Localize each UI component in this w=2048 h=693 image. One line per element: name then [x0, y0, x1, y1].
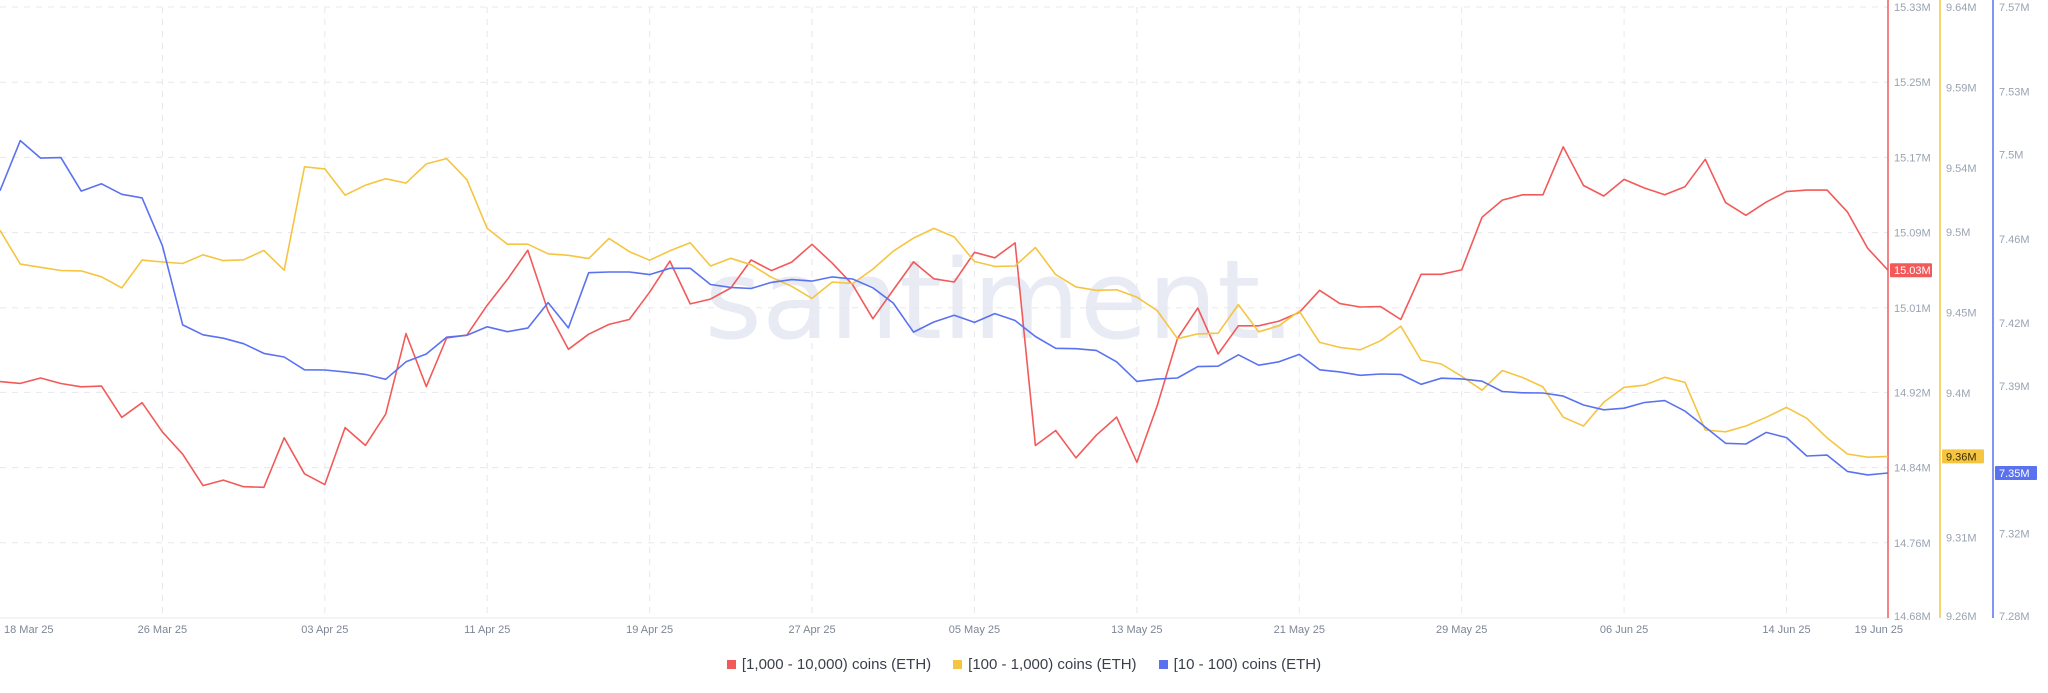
series-lines	[0, 139, 1889, 489]
last-value-badge-bg	[1942, 449, 1984, 464]
y-tick-label: 9.26M	[1946, 611, 1977, 623]
x-tick-label: 29 May 25	[1436, 624, 1487, 636]
y-tick-label: 9.59M	[1946, 82, 1977, 94]
legend-swatch-blue	[1158, 660, 1168, 669]
legend-label: [1,000 - 10,000) coins (ETH)	[741, 656, 932, 673]
x-tick-label: 13 May 25	[1111, 624, 1162, 636]
y-tick-label: 14.68M	[1894, 611, 1931, 623]
legend-swatch-yellow	[953, 660, 963, 669]
y-tick-label: 7.53M	[1999, 86, 2030, 98]
series-line-0	[0, 146, 1889, 489]
x-tick-label: 05 May 25	[949, 624, 1000, 636]
y-tick-label: 14.76M	[1894, 538, 1931, 550]
y-tick-label: 7.28M	[1999, 611, 2030, 623]
x-tick-label: 19 Jun 25	[1855, 624, 1903, 636]
legend-item-100-1000[interactable]: [100 - 1,000) coins (ETH)	[953, 656, 1137, 673]
x-tick-label: 27 Apr 25	[788, 624, 835, 636]
y-tick-label: 14.92M	[1894, 387, 1931, 399]
y-tick-label: 15.25M	[1894, 77, 1931, 89]
x-axis: 18 Mar 25 26 Mar 25 03 Apr 25 11 Apr 25 19 A…	[4, 624, 1903, 636]
y-tick-label: 7.39M	[1999, 381, 2030, 393]
x-tick-label: 06 Jun 25	[1600, 624, 1648, 636]
series-line-1	[0, 157, 1889, 459]
y-tick-label: 15.01M	[1894, 303, 1931, 315]
y-tick-label: 9.64M	[1946, 2, 1977, 14]
x-tick-label: 19 Apr 25	[626, 624, 673, 636]
y-axes: 14.68M 14.76M 14.84M 14.92M 15.01M 15.09M 15.1…	[1887, 0, 2030, 623]
legend-item-10-100[interactable]: [10 - 100) coins (ETH)	[1158, 656, 1322, 673]
santiment-watermark: santiment.	[705, 236, 1296, 364]
y-tick-label: 7.5M	[1999, 149, 2023, 161]
x-tick-label: 21 May 25	[1274, 624, 1325, 636]
last-value-badge-label: 9.36M	[1946, 451, 1977, 463]
y-tick-label: 7.42M	[1999, 318, 2030, 330]
y-tick-label: 9.5M	[1946, 227, 1970, 239]
y-tick-label: 9.31M	[1946, 533, 1977, 545]
last-value-badge-bg	[1890, 263, 1932, 278]
x-tick-label: 18 Mar 25	[4, 624, 54, 636]
legend: [1,000 - 10,000) coins (ETH) [100 - 1,00…	[0, 656, 2048, 673]
y-tick-label: 7.32M	[1999, 529, 2030, 541]
x-tick-label: 26 Mar 25	[138, 624, 188, 636]
x-tick-label: 14 Jun 25	[1762, 624, 1810, 636]
legend-item-1000-10000[interactable]: [1,000 - 10,000) coins (ETH)	[726, 656, 932, 673]
y-tick-label: 7.57M	[1999, 2, 2030, 14]
y-tick-label: 14.84M	[1894, 463, 1931, 475]
legend-swatch-red	[726, 660, 736, 669]
y-tick-label: 7.46M	[1999, 234, 2030, 246]
legend-label: [10 - 100) coins (ETH)	[1173, 656, 1322, 673]
series-line-2	[0, 139, 1889, 476]
y-tick-label: 15.09M	[1894, 228, 1931, 240]
y-tick-label: 9.45M	[1946, 308, 1977, 320]
last-value-badge-label: 7.35M	[1999, 468, 2030, 480]
last-value-badge-label: 15.03M	[1894, 265, 1931, 277]
y-tick-label: 15.33M	[1894, 2, 1931, 14]
legend-label: [100 - 1,000) coins (ETH)	[968, 656, 1137, 673]
y-tick-label: 9.54M	[1946, 163, 1977, 175]
y-tick-label: 15.17M	[1894, 152, 1931, 164]
y-tick-label: 9.4M	[1946, 388, 1970, 400]
last-value-badges: 15.03M 9.36M 7.35M	[1890, 263, 2037, 481]
last-value-badge-bg	[1995, 466, 2037, 481]
x-tick-label: 03 Apr 25	[301, 624, 348, 636]
x-tick-label: 11 Apr 25	[464, 624, 510, 636]
